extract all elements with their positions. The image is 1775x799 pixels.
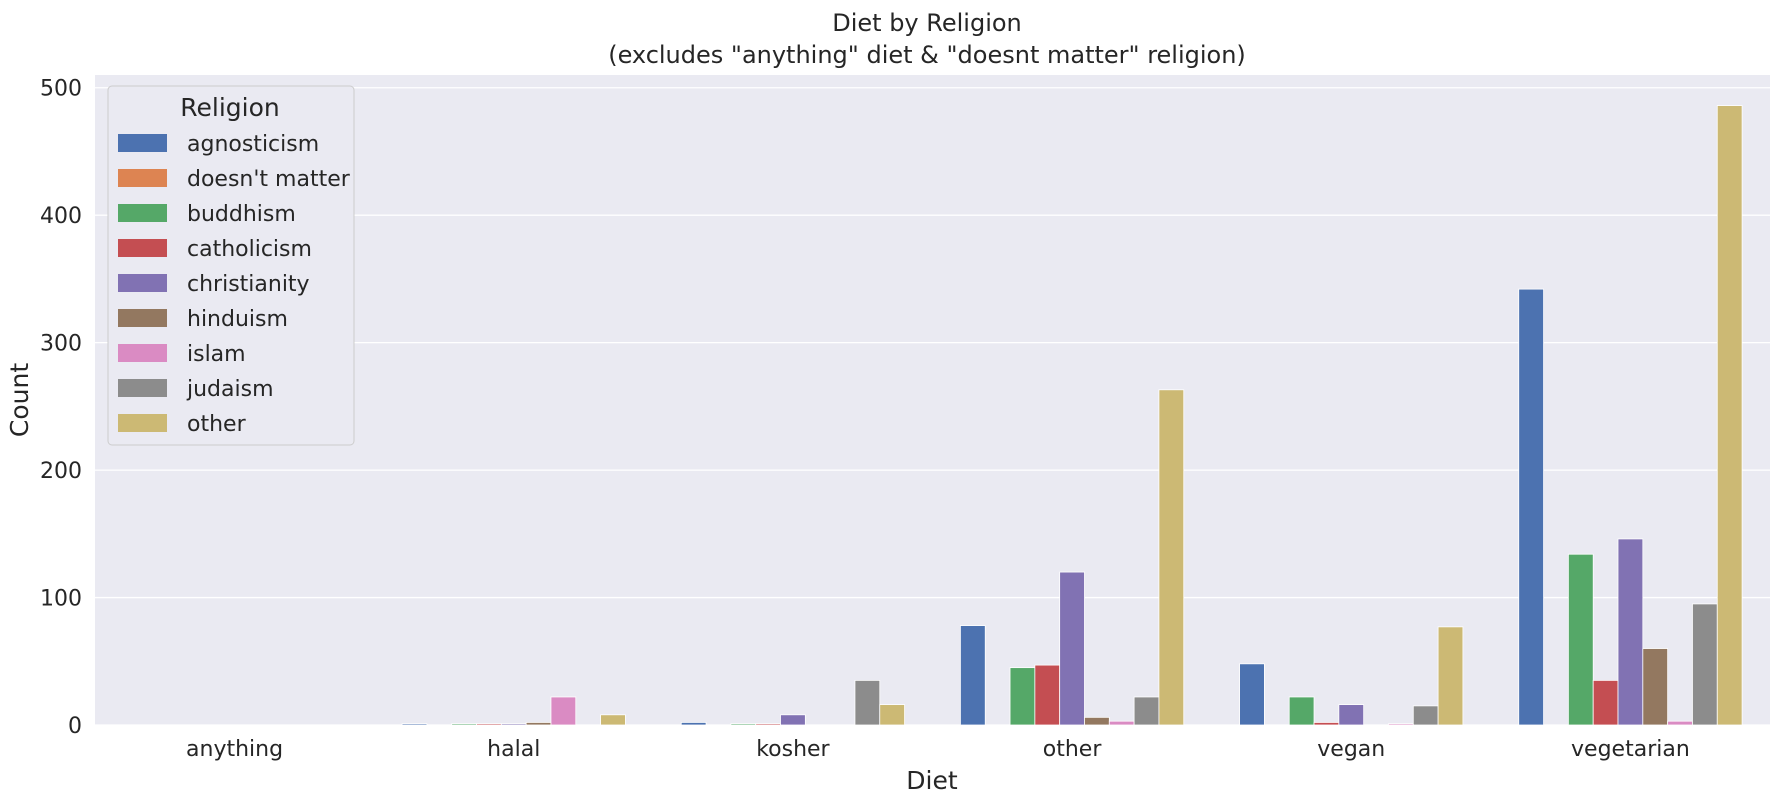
legend-swatch	[118, 274, 167, 292]
legend-frame	[107, 85, 355, 446]
x-tick-label: vegetarian	[1571, 737, 1690, 762]
bar	[1338, 704, 1365, 726]
legend-swatch	[118, 169, 167, 187]
x-tick-label: kosher	[756, 737, 830, 762]
bar	[1034, 664, 1061, 726]
bar	[1313, 722, 1340, 726]
legend-swatch	[118, 344, 167, 362]
bar	[525, 722, 552, 726]
bar	[451, 723, 477, 726]
bar	[1133, 696, 1160, 726]
bar	[1108, 720, 1135, 726]
y-tick-label: 200	[40, 459, 82, 484]
bar	[960, 625, 986, 726]
bar	[1716, 105, 1743, 726]
legend-label: doesn't matter	[187, 167, 351, 192]
y-tick-label: 500	[40, 77, 82, 102]
bar	[401, 723, 428, 726]
bar	[755, 723, 781, 726]
legend-swatch	[118, 204, 167, 222]
bar	[1567, 553, 1594, 726]
legend-label: islam	[187, 342, 246, 367]
bar	[1059, 571, 1085, 726]
plot-area	[95, 75, 1770, 725]
bar	[1592, 679, 1619, 726]
bar	[1084, 716, 1110, 726]
legend-label: agnosticism	[187, 132, 319, 157]
bar	[1388, 723, 1414, 726]
legend-label: other	[187, 412, 247, 437]
bar	[1288, 696, 1315, 726]
bar	[879, 704, 905, 726]
bar	[1518, 288, 1544, 726]
legend-swatch	[118, 309, 167, 327]
legend-label: catholicism	[187, 237, 312, 262]
x-tick-label: other	[1043, 737, 1103, 762]
y-tick-labels: 0 100 200 300 400 500	[40, 77, 82, 739]
chart-title: Diet by Religion	[832, 9, 1022, 37]
y-tick-label: 0	[68, 714, 82, 739]
y-tick-label: 400	[40, 204, 82, 229]
bar	[1412, 705, 1439, 726]
bar	[500, 723, 527, 726]
bar	[1009, 667, 1036, 726]
chart-subtitle: (excludes "anything" diet & "doesnt matt…	[608, 41, 1246, 69]
bars	[401, 105, 1743, 726]
bar	[1692, 603, 1718, 726]
y-axis-label: Count	[5, 363, 34, 437]
legend-label: hinduism	[187, 307, 288, 332]
bar	[1158, 389, 1185, 726]
bar	[1667, 720, 1693, 726]
legend-label: buddhism	[187, 202, 296, 227]
bar	[600, 714, 626, 726]
bar	[730, 723, 757, 726]
x-tick-label: vegan	[1317, 737, 1385, 762]
y-tick-label: 300	[40, 332, 82, 357]
gridlines	[95, 87, 1770, 726]
bar	[1642, 648, 1669, 726]
bar	[476, 723, 502, 726]
bar	[550, 696, 577, 726]
bar	[1239, 663, 1265, 726]
legend-label: christianity	[187, 272, 310, 297]
legend-swatch	[118, 414, 167, 432]
y-tick-label: 100	[40, 587, 82, 612]
x-tick-labels: anything halal kosher other vegan vegetarian	[186, 737, 1690, 762]
x-tick-label: anything	[186, 737, 283, 762]
legend-title: Religion	[180, 93, 279, 122]
bar	[680, 722, 707, 726]
legend-swatch	[118, 134, 167, 152]
bar	[1437, 626, 1464, 726]
bar	[1617, 538, 1644, 726]
legend-label: judaism	[186, 377, 274, 402]
legend: Religion agnosticism doesn't matter buddhi…	[107, 85, 355, 446]
x-axis-label: Diet	[906, 766, 958, 795]
bar	[780, 714, 806, 726]
legend-items: agnosticism doesn't matter buddhism catholi…	[118, 132, 351, 437]
legend-swatch	[118, 239, 167, 257]
x-tick-label: halal	[487, 737, 540, 762]
bar	[854, 679, 881, 726]
legend-swatch	[118, 379, 167, 397]
